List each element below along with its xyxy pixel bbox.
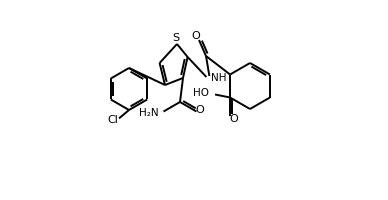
Text: NH: NH <box>211 73 227 83</box>
Text: O: O <box>192 31 200 41</box>
Text: O: O <box>230 114 239 123</box>
Text: O: O <box>196 105 204 115</box>
Text: Cl: Cl <box>107 115 118 125</box>
Text: HO: HO <box>193 88 209 98</box>
Text: H₂N: H₂N <box>139 108 159 118</box>
Text: S: S <box>172 33 180 43</box>
